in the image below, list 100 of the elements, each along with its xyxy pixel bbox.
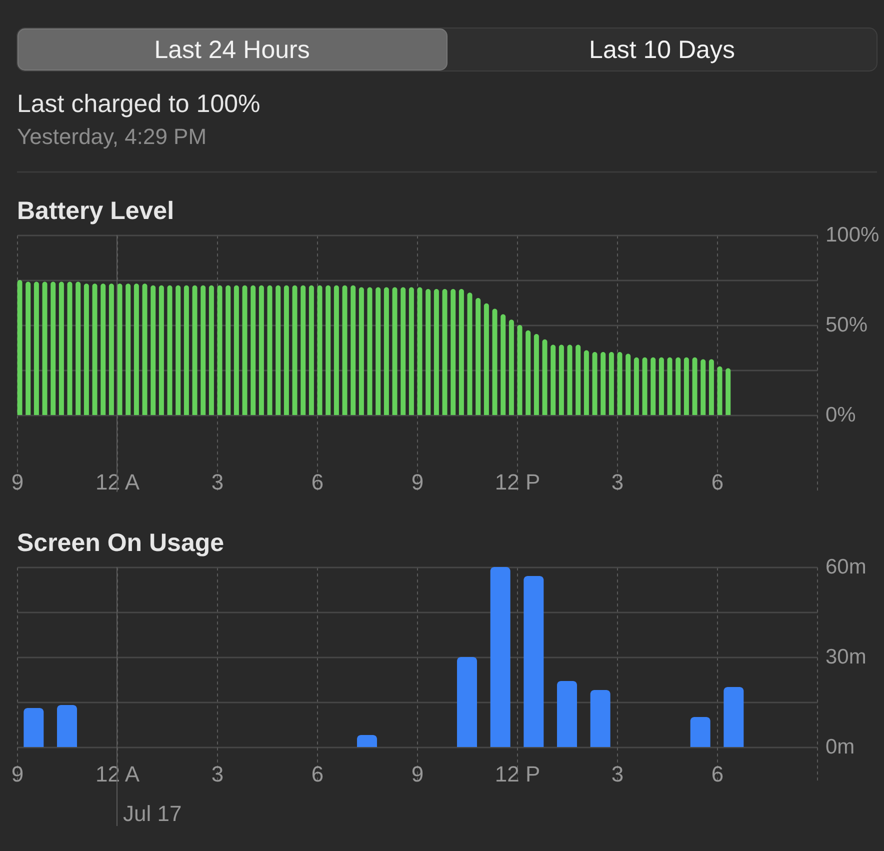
bar	[508, 320, 514, 415]
bar	[67, 282, 72, 415]
bar	[217, 285, 222, 415]
bar	[526, 330, 531, 415]
bar	[667, 357, 672, 415]
bar	[258, 285, 264, 415]
text: Last charged to 100%	[17, 90, 260, 118]
x-tick-label: 6	[311, 762, 324, 786]
bar	[358, 287, 364, 415]
bar	[426, 289, 431, 415]
bar	[700, 359, 706, 415]
bar	[517, 325, 522, 415]
bar	[58, 282, 64, 415]
bar	[26, 282, 31, 415]
bar	[442, 289, 448, 415]
bar	[600, 352, 606, 415]
bar	[408, 287, 414, 415]
bar	[650, 357, 656, 415]
x-tick-label: 6	[711, 470, 724, 494]
bar	[158, 285, 164, 415]
bar	[167, 285, 172, 415]
bar	[334, 285, 339, 415]
bar	[192, 285, 198, 415]
bar	[234, 285, 239, 415]
bar	[92, 284, 98, 415]
bar	[400, 287, 406, 415]
y-tick-label: 0m	[826, 736, 855, 758]
bar	[476, 298, 481, 415]
x-tick-label: 6	[711, 762, 724, 786]
bar	[17, 280, 22, 415]
text: Yesterday, 4:29 PM	[17, 124, 207, 149]
bar	[550, 344, 556, 415]
x-tick-label: 6	[311, 470, 324, 494]
bar	[642, 357, 648, 415]
x-tick-label: 3	[611, 470, 624, 494]
y-tick-label: 50%	[826, 314, 868, 336]
bar	[534, 334, 539, 415]
bar	[226, 285, 231, 415]
bar	[308, 285, 314, 415]
bar	[417, 287, 422, 415]
bar	[726, 368, 731, 415]
bar	[634, 357, 639, 415]
bar	[200, 285, 206, 415]
bar	[684, 357, 689, 415]
bar	[567, 344, 572, 415]
chart-title: Battery Level	[17, 197, 174, 225]
x-tick-label: 3	[211, 470, 224, 494]
x-tick-label: 12 P	[494, 470, 540, 494]
bar	[558, 344, 564, 415]
bar	[242, 285, 248, 415]
bar	[458, 289, 464, 415]
bar	[117, 284, 122, 415]
x-tick-label: 9	[411, 762, 424, 786]
bar	[34, 282, 39, 415]
bar	[76, 282, 81, 415]
bar	[84, 284, 89, 415]
bar	[658, 357, 664, 415]
chart-title: Screen On Usage	[17, 529, 224, 557]
bar	[42, 282, 48, 415]
bar	[626, 354, 631, 415]
bar	[467, 292, 472, 415]
bar	[108, 284, 114, 415]
text: Last 24 Hours	[154, 36, 310, 64]
bar	[250, 285, 256, 415]
bar	[292, 285, 298, 415]
bar	[184, 285, 189, 415]
text: Last 10 Days	[589, 36, 735, 64]
bar	[434, 289, 439, 415]
bar	[500, 314, 506, 415]
bar	[492, 308, 498, 415]
bar	[100, 284, 106, 415]
bar	[484, 303, 489, 415]
x-tick-label: 3	[211, 762, 224, 786]
bar	[676, 357, 681, 415]
bar	[267, 285, 272, 415]
bar	[350, 285, 356, 415]
bar	[584, 350, 589, 415]
bar	[576, 344, 581, 415]
bar	[176, 285, 181, 415]
bar	[276, 285, 281, 415]
x-tick-label: 9	[11, 470, 24, 494]
y-tick-label: 0%	[826, 404, 856, 426]
bar	[134, 284, 139, 415]
bar	[708, 359, 714, 415]
y-tick-label: 100%	[826, 224, 880, 246]
bar	[300, 285, 306, 415]
bar	[376, 287, 381, 415]
bar	[384, 287, 389, 415]
bar	[392, 287, 398, 415]
bar	[367, 287, 372, 415]
ref-line-label: Jul 17	[123, 801, 182, 826]
x-tick-label: 9	[411, 470, 424, 494]
bar	[150, 285, 156, 415]
bar	[608, 352, 614, 415]
x-tick-label: 9	[11, 762, 24, 786]
bar	[50, 282, 56, 415]
bar	[142, 284, 148, 415]
bar	[326, 285, 331, 415]
bar	[617, 352, 622, 415]
bar	[692, 357, 698, 415]
